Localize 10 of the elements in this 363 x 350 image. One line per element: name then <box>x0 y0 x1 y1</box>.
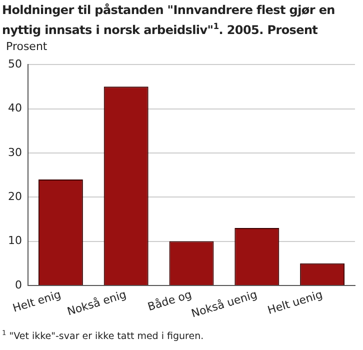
y-tick-label: 30 <box>8 146 22 159</box>
y-tick-label: 50 <box>8 57 22 70</box>
y-tick-label: 10 <box>8 234 22 248</box>
y-axis-title: Prosent <box>6 40 48 53</box>
chart-title: Holdninger til påstanden "Innvandrere flest gjør en nyttig innsats i norsk arbeidsliv"$^{1}$. 2005. Prosent <box>2 2 336 38</box>
text: $^{1}$ "Vet ikke"-svar er ikke tatt med i figuren. <box>2 329 204 342</box>
x-tick-label: Nokså enig <box>66 288 128 318</box>
y-tick-label: 20 <box>8 190 22 203</box>
x-tick-label: Helt uenig <box>266 288 324 317</box>
y-tick-label: 40 <box>8 102 22 115</box>
